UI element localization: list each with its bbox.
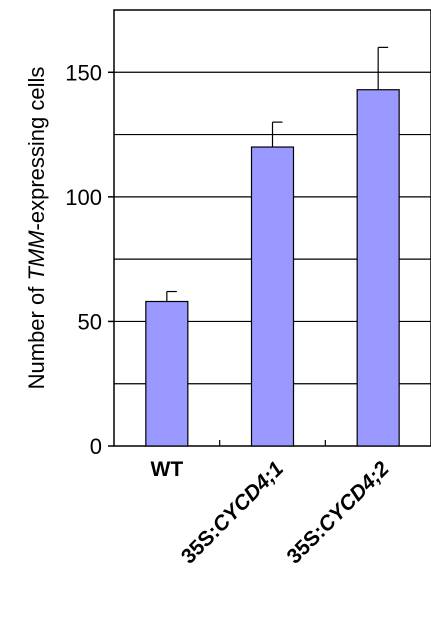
- bar: [145, 300, 189, 447]
- x-tick-label: 35S:CYCD4;2: [283, 457, 394, 568]
- x-tick-label: WT: [151, 458, 184, 481]
- y-tick-label: 50: [78, 309, 102, 334]
- y-axis-label-suffix: -expressing cells: [24, 67, 49, 231]
- x-tick-label: 35S:CYCD4;1: [177, 457, 288, 568]
- y-axis-label: Number of TMM-expressing cells: [24, 67, 49, 390]
- y-tick-label: 100: [65, 185, 102, 210]
- x-tick-label-gene: CYCD4;2: [314, 457, 394, 537]
- y-axis-label-gene: TMM: [24, 230, 49, 281]
- x-tick-label-gene: CYCD4;1: [208, 457, 288, 537]
- bar: [250, 146, 295, 447]
- y-tick-label: 0: [90, 434, 102, 459]
- y-axis-ticks: 0 50 100 150: [65, 60, 114, 459]
- bar: [356, 89, 400, 447]
- y-axis-label-prefix: Number of: [24, 281, 49, 390]
- y-tick-label: 150: [65, 60, 102, 85]
- error-bars: [166, 46, 389, 302]
- bars: [145, 89, 400, 447]
